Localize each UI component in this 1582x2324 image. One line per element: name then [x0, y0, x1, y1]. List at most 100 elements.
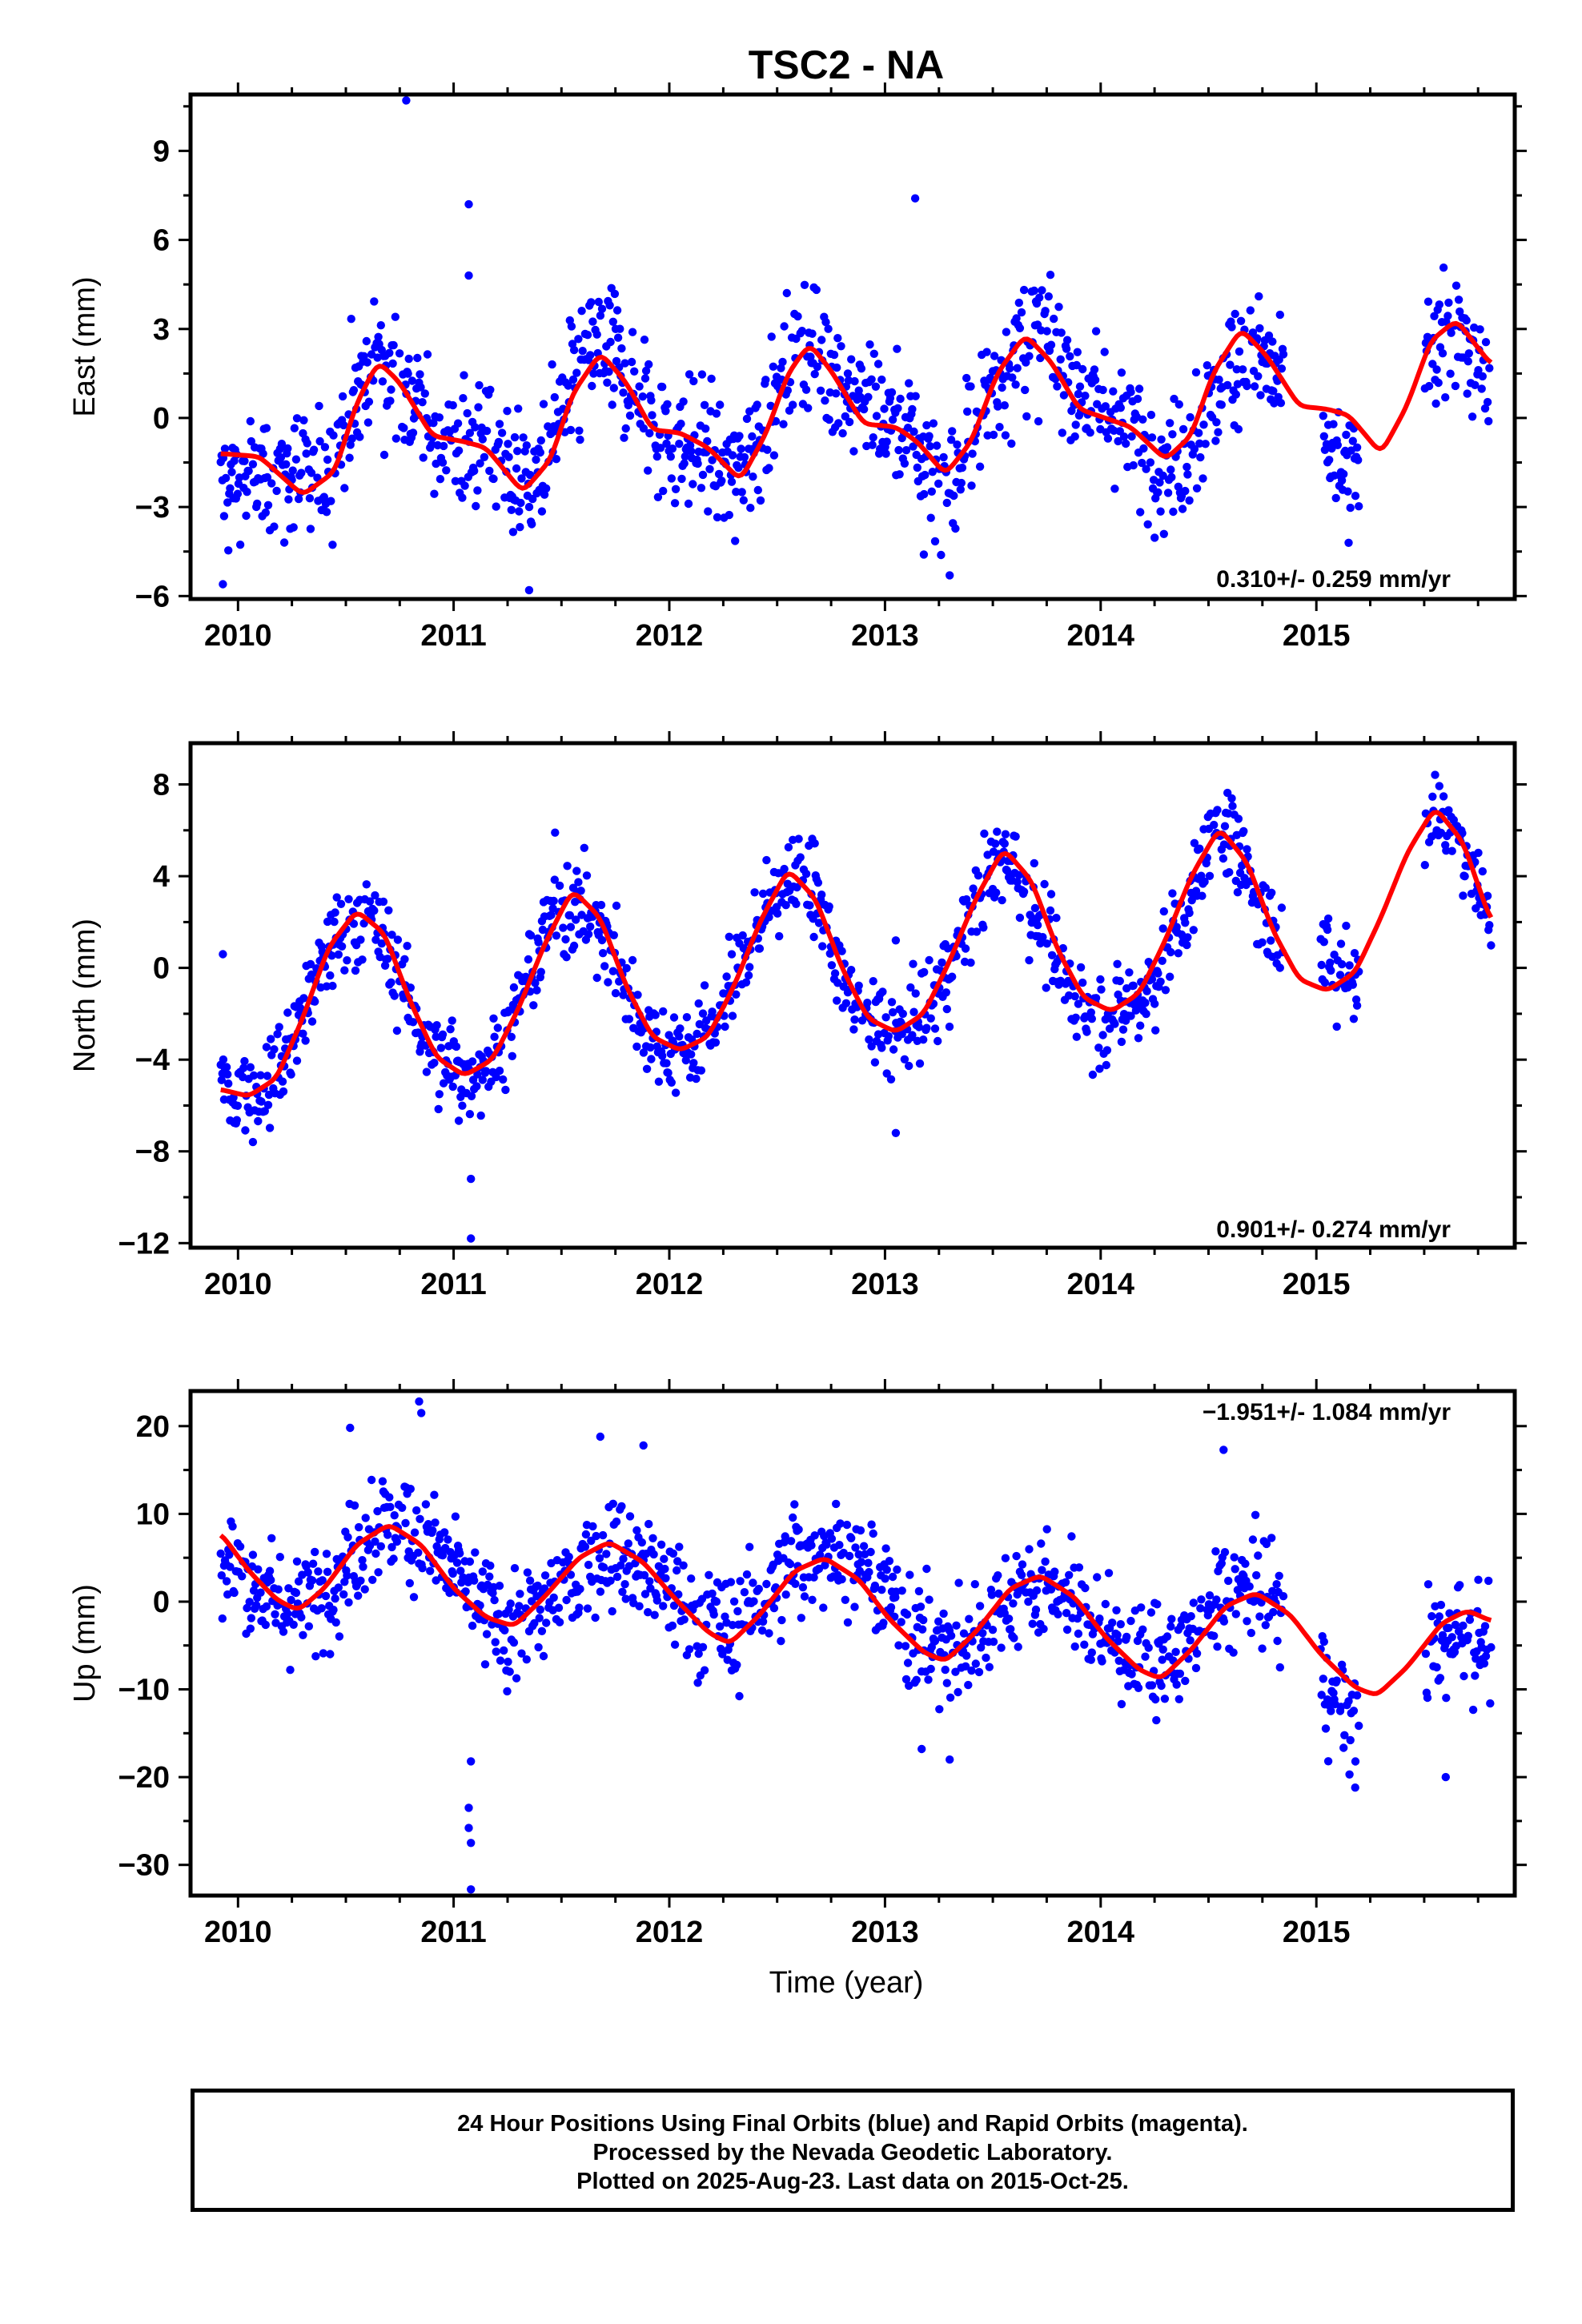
data-point: [608, 1499, 617, 1509]
data-point: [568, 375, 578, 384]
data-point: [610, 289, 620, 299]
data-point: [775, 931, 784, 941]
data-point: [1086, 1008, 1096, 1017]
data-point: [279, 538, 289, 547]
data-point: [1163, 489, 1173, 497]
data-point: [1210, 1631, 1219, 1640]
data-point: [824, 324, 833, 333]
data-point: [619, 1554, 628, 1563]
data-point: [608, 400, 616, 409]
data-point: [1277, 903, 1287, 912]
data-point: [645, 428, 654, 438]
data-point: [540, 1584, 549, 1593]
data-point: [794, 834, 803, 843]
data-point: [667, 474, 676, 483]
data-point: [598, 1530, 608, 1540]
data-point: [432, 1021, 441, 1030]
data-point: [516, 523, 524, 532]
data-point-outlier: [219, 950, 227, 959]
data-point: [954, 1687, 962, 1697]
data-point: [1157, 1681, 1166, 1691]
x-tick-label: 2011: [420, 1268, 486, 1301]
data-point: [746, 504, 755, 513]
data-point: [597, 304, 607, 313]
data-point: [248, 1137, 258, 1147]
data-point: [926, 442, 934, 451]
data-point: [1034, 416, 1043, 426]
data-point: [418, 398, 427, 407]
data-point: [913, 463, 922, 472]
data-point: [604, 978, 612, 987]
data-point: [677, 420, 685, 428]
data-point: [1167, 1614, 1176, 1623]
data-point: [810, 1531, 819, 1540]
data-point: [1451, 381, 1460, 391]
data-point: [1185, 496, 1194, 505]
data-point: [262, 1043, 271, 1051]
data-point: [1101, 1599, 1110, 1609]
data-point: [970, 1580, 980, 1589]
data-point-outlier: [464, 1823, 473, 1832]
data-point: [517, 1649, 526, 1658]
x-tick-label: 2013: [851, 619, 919, 653]
data-point: [1252, 1570, 1261, 1580]
data-point: [1258, 938, 1267, 947]
data-point: [934, 1617, 943, 1626]
data-point: [1211, 436, 1220, 445]
data-point: [669, 1601, 679, 1610]
data-point: [1256, 391, 1265, 400]
data-point: [548, 360, 556, 369]
data-point: [1459, 1621, 1468, 1630]
data-point: [845, 1551, 854, 1561]
x-tick-label: 2015: [1283, 619, 1351, 653]
data-point: [618, 1587, 627, 1597]
data-point: [549, 896, 558, 906]
data-point: [1441, 393, 1450, 402]
data-point: [329, 1606, 338, 1614]
data-point: [698, 1009, 708, 1018]
data-point: [451, 1512, 460, 1521]
data-point: [1156, 507, 1165, 516]
data-point: [893, 404, 902, 412]
data-point: [894, 445, 903, 455]
data-point: [1070, 991, 1079, 1001]
data-point: [217, 1076, 226, 1084]
data-point: [1118, 1025, 1128, 1034]
data-point: [574, 878, 583, 887]
data-point: [586, 351, 595, 360]
data-point: [292, 1056, 302, 1065]
data-point: [609, 384, 618, 392]
data-point: [567, 322, 576, 331]
data-point: [1175, 1669, 1185, 1679]
data-point: [358, 1556, 367, 1565]
data-point: [1245, 1582, 1254, 1591]
data-point: [246, 1624, 255, 1633]
data-point: [536, 1605, 544, 1614]
data-point: [480, 452, 489, 461]
data-point: [713, 513, 722, 522]
data-point: [1159, 529, 1169, 538]
data-point: [1190, 838, 1199, 848]
fit-curve-north: [220, 810, 1494, 1098]
data-point: [1133, 394, 1142, 404]
data-point: [504, 1657, 512, 1667]
data-point: [1113, 1630, 1122, 1639]
data-point: [1035, 293, 1044, 302]
data-point: [1217, 400, 1227, 409]
data-point: [299, 416, 308, 424]
data-point: [1061, 1578, 1070, 1587]
data-point: [592, 330, 601, 339]
data-point: [1126, 388, 1135, 396]
data-point: [644, 1608, 652, 1617]
data-point: [753, 485, 762, 495]
data-point: [539, 400, 548, 408]
data-point: [677, 474, 686, 484]
data-point: [877, 375, 886, 384]
data-point: [689, 1059, 698, 1068]
data-point: [1432, 1663, 1441, 1672]
data-point: [1129, 460, 1138, 470]
data-point: [481, 1067, 491, 1076]
data-point: [635, 1602, 644, 1610]
data-point: [1227, 794, 1236, 803]
data-point: [539, 1651, 548, 1661]
